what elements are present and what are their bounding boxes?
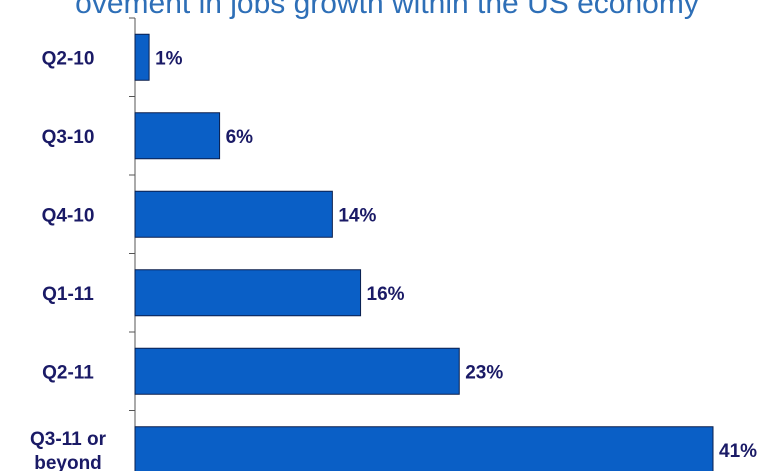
data-label: 16%: [367, 284, 405, 305]
category-label-line: beyond: [34, 453, 102, 471]
data-label: 1%: [155, 48, 183, 69]
category-label: Q3-10: [42, 127, 95, 148]
category-label: Q2-10: [42, 48, 95, 69]
data-label: 23%: [465, 362, 503, 383]
category-label: Q4-10: [42, 205, 95, 226]
category-label-line: Q1-11: [42, 284, 94, 305]
data-label: 6%: [226, 127, 254, 148]
bar: [134, 269, 362, 317]
data-label: 41%: [719, 441, 757, 462]
bar: [134, 347, 460, 395]
bar: [134, 426, 714, 471]
category-label-line: Q3-11 or: [30, 429, 107, 450]
category-label-line: Q2-10: [42, 48, 95, 69]
category-label-line: Q4-10: [42, 205, 95, 226]
category-label-line: Q2-11: [42, 362, 94, 383]
bar: [134, 33, 150, 81]
category-label: Q2-11: [42, 362, 94, 383]
category-label-line: Q3-10: [42, 127, 95, 148]
bar: [134, 190, 333, 238]
category-label: Q3-11 or beyond: [30, 429, 107, 471]
data-label: 14%: [338, 205, 376, 226]
chart-title: ovement in jobs growth within the US eco…: [75, 0, 699, 20]
bar: [134, 112, 221, 160]
category-label: Q1-11: [42, 284, 94, 305]
